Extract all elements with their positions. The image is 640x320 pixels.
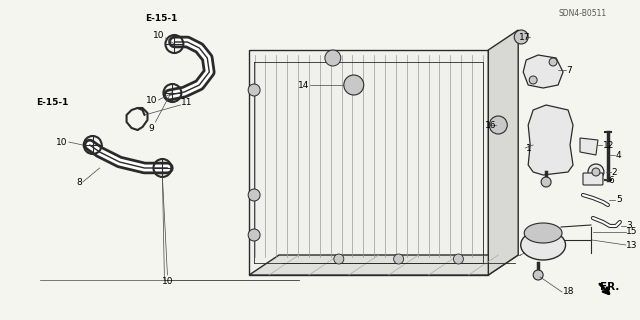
Text: 8: 8 xyxy=(76,178,82,187)
Text: FR.: FR. xyxy=(600,282,620,292)
FancyBboxPatch shape xyxy=(583,173,603,185)
Circle shape xyxy=(514,30,528,44)
Text: E-15-1: E-15-1 xyxy=(145,13,178,22)
Polygon shape xyxy=(488,30,518,275)
Polygon shape xyxy=(580,138,598,155)
Text: E-15-1: E-15-1 xyxy=(36,98,68,107)
Text: 5: 5 xyxy=(616,196,621,204)
Text: 11: 11 xyxy=(181,98,193,107)
Circle shape xyxy=(344,75,364,95)
Ellipse shape xyxy=(524,223,562,243)
Text: 4: 4 xyxy=(616,150,621,159)
Circle shape xyxy=(334,254,344,264)
Polygon shape xyxy=(523,55,563,88)
Circle shape xyxy=(541,177,551,187)
Circle shape xyxy=(453,254,463,264)
Text: 10: 10 xyxy=(56,138,68,147)
Polygon shape xyxy=(528,105,573,175)
Circle shape xyxy=(394,254,404,264)
Polygon shape xyxy=(249,50,488,275)
Circle shape xyxy=(248,229,260,241)
Circle shape xyxy=(490,116,508,134)
Circle shape xyxy=(588,164,604,180)
Text: 7: 7 xyxy=(566,66,572,75)
Text: 10: 10 xyxy=(153,30,164,39)
Circle shape xyxy=(248,189,260,201)
Text: 17: 17 xyxy=(518,33,530,42)
Text: 1: 1 xyxy=(526,143,532,153)
Text: 6: 6 xyxy=(608,175,614,185)
Text: 9: 9 xyxy=(148,124,154,132)
Text: SDN4-B0511: SDN4-B0511 xyxy=(558,9,606,18)
Circle shape xyxy=(529,76,537,84)
Circle shape xyxy=(533,270,543,280)
Polygon shape xyxy=(249,255,518,275)
Ellipse shape xyxy=(521,230,566,260)
Circle shape xyxy=(549,58,557,66)
Text: 2: 2 xyxy=(611,167,616,177)
Text: 12: 12 xyxy=(603,140,614,149)
Circle shape xyxy=(592,168,600,176)
Circle shape xyxy=(248,84,260,96)
Text: 18: 18 xyxy=(563,287,575,297)
Text: 10: 10 xyxy=(146,95,157,105)
Text: 15: 15 xyxy=(626,228,637,236)
Text: 14: 14 xyxy=(298,81,309,90)
Text: 13: 13 xyxy=(626,241,637,250)
Text: 10: 10 xyxy=(162,277,173,286)
Circle shape xyxy=(325,50,341,66)
Text: 3: 3 xyxy=(626,221,632,230)
Text: 16: 16 xyxy=(484,121,496,130)
